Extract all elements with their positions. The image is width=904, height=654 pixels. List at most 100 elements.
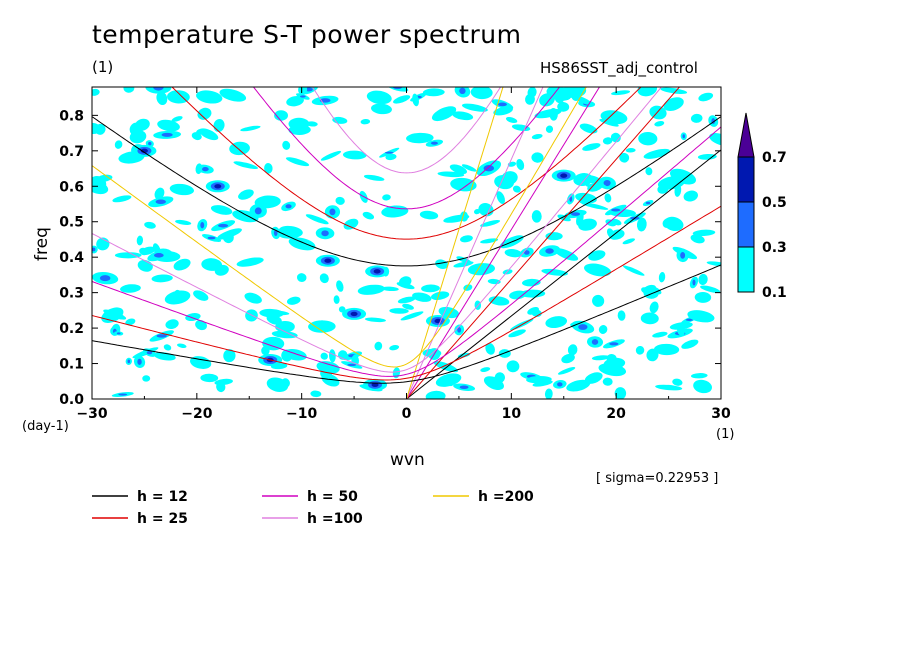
contour-level-0.1 [195,163,203,175]
contour-level-0.1 [584,372,603,384]
contour-level-0.1 [342,150,367,160]
contour-level-0.1 [531,152,544,163]
contour-level-0.3 [153,87,164,91]
contour-level-0.3 [156,334,167,338]
contour-level-0.1 [296,273,307,282]
contour-level-0.3 [254,207,262,215]
kelvin-curve-200 [406,87,504,399]
contour-level-0.1 [223,349,236,363]
contour-level-0.1 [430,291,450,301]
contour-level-0.1 [506,360,520,373]
contour-level-0.1 [557,101,570,112]
contour-level-0.1 [498,349,511,358]
colorbar: 0.7 0.5 0.3 0.1 [737,112,787,301]
contour-level-0.3 [347,363,357,367]
contour-level-0.1 [286,296,301,305]
contour-level-0.1 [619,152,630,163]
contour-level-0.1 [165,319,179,330]
contour-level-0.1 [658,347,675,355]
contour-level-0.1 [357,284,385,295]
legend: h = 12 h = 25 h = 50 h =100 h =200 [92,489,534,527]
contour-level-0.1 [320,352,328,360]
legend-label: h = 12 [137,489,188,505]
contour-level-0.1 [449,164,468,175]
contour-level-0.1 [461,164,477,172]
contour-level-0.1 [335,196,345,205]
contour-level-0.1 [581,202,609,210]
contour-level-0.1 [574,95,592,105]
contour-level-0.1 [305,214,329,225]
contour-level-0.1 [463,284,473,291]
contour-level-0.3 [201,166,209,172]
contour-level-0.1 [200,373,219,383]
contour-level-0.1 [412,93,419,107]
contour-level-0.1 [483,376,504,391]
x-tick-label: −10 [286,406,317,422]
contour-level-0.1 [92,88,100,96]
contour-level-0.3 [155,199,166,204]
chart-subtitle-right: HS86SST_adj_control [540,59,698,77]
contour-level-0.3 [611,208,621,212]
contour-level-0.1 [611,90,631,96]
contour-level-0.1 [545,125,554,133]
contour-level-0.1 [638,131,658,146]
x-tick-label: 10 [502,406,522,422]
contour-level-0.1 [511,124,531,132]
contour-level-0.1 [366,90,392,105]
contour-level-0.1 [531,133,543,140]
x-tick-label: −20 [181,406,212,422]
colorbar-label: 0.7 [762,150,787,166]
contour-level-0.1 [363,174,385,181]
contour-level-0.1 [655,384,683,391]
contour-level-0.3 [200,221,205,229]
contour-level-0.1 [431,106,457,122]
contour-level-0.1 [579,123,598,134]
contour-level-0.1 [310,390,322,398]
contour-level-0.1 [123,87,135,93]
chart-title: temperature S-T power spectrum [92,20,522,49]
contour-level-0.1 [470,87,493,100]
contour-level-0.1 [389,344,400,351]
contour-level-0.3 [682,134,685,139]
contour-level-0.1 [693,379,712,394]
y-tick-label: 0.4 [59,250,84,266]
contour-level-0.1 [195,320,207,331]
y-tick-label: 0.8 [59,108,84,124]
contour-level-0.1 [419,210,439,220]
colorbar-label: 0.3 [762,240,787,256]
contour-level-0.1 [236,257,264,267]
x-tick-label: 20 [606,406,626,422]
contour-level-0.3 [570,212,581,216]
legend-label: h =200 [478,489,534,505]
contour-level-0.1 [332,116,348,124]
x-tick-label: 30 [711,406,731,422]
sigma-note: [ sigma=0.22953 ] [596,471,718,486]
contour-level-0.1 [604,193,612,203]
contour-level-0.1 [583,263,612,277]
contour-level-0.3 [578,324,588,330]
contour-level-0.1 [374,341,383,351]
contour-level-0.3 [497,102,507,107]
contour-level-0.3 [99,275,111,282]
contour-level-0.1 [505,116,518,123]
contour-level-0.1 [545,232,563,241]
contour-level-0.1 [319,273,329,284]
colorbar-swatch [737,201,755,248]
contour-level-0.1 [485,342,495,355]
contour-level-0.3 [459,385,469,389]
contour-level-0.1 [591,355,611,361]
contour-level-0.1 [706,261,721,267]
contour-level-0.3 [321,230,329,237]
contour-level-0.1 [193,290,209,301]
contour-level-0.1 [672,378,683,386]
colorbar-swatch [737,156,755,203]
contour-level-0.1 [112,195,132,203]
contour-level-0.1 [134,118,150,131]
contour-level-0.1 [690,234,705,244]
kelvin-curve-50 [406,87,601,399]
contour-level-0.1 [219,88,247,102]
x-unit-label: (1) [716,427,734,442]
contour-level-0.1 [544,388,553,399]
contour-level-0.1 [588,250,606,261]
